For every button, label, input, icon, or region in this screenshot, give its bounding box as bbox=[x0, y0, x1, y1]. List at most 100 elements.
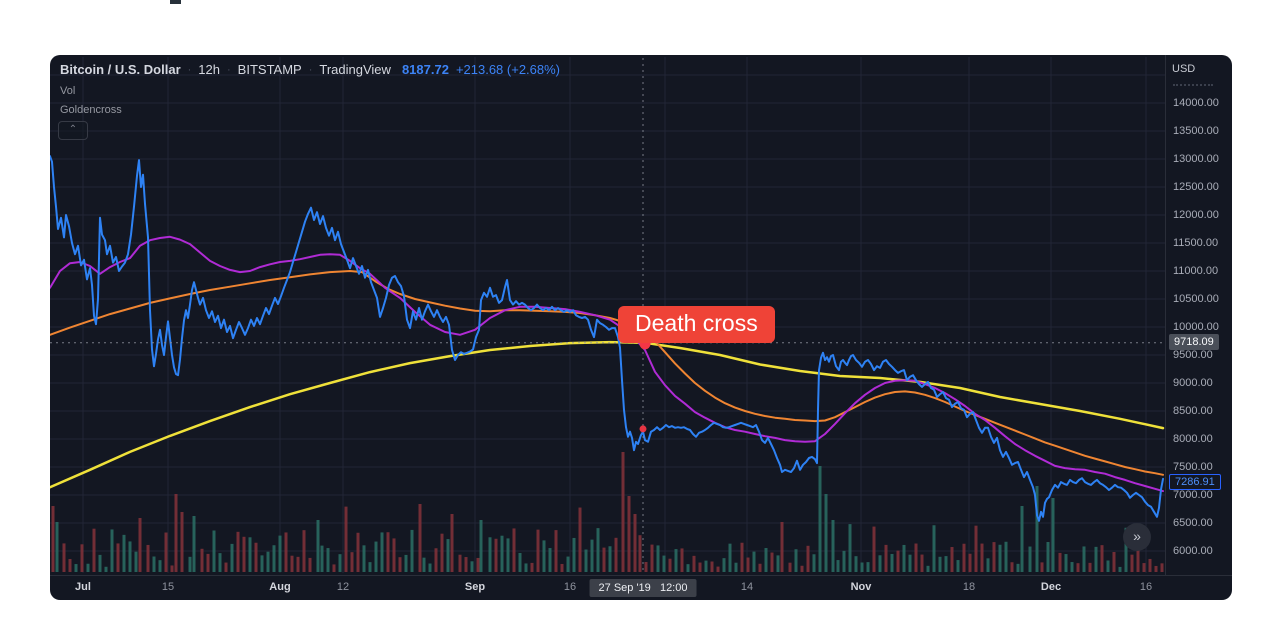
price-axis-label: 6500.00 bbox=[1173, 517, 1213, 529]
volume-bar-down bbox=[780, 522, 784, 572]
volume-bar-down bbox=[788, 562, 792, 572]
volume-bar-up bbox=[326, 548, 330, 572]
volume-bar-down bbox=[621, 452, 625, 572]
volume-bar-down bbox=[974, 525, 978, 572]
volume-bar-down bbox=[80, 544, 84, 572]
volume-bar-up bbox=[890, 553, 894, 572]
chart-plot-area[interactable] bbox=[50, 55, 1165, 575]
volume-bar-up bbox=[986, 558, 990, 572]
volume-bar-up bbox=[152, 556, 156, 572]
volume-bar-down bbox=[68, 559, 72, 572]
volume-bar-down bbox=[51, 506, 55, 572]
time-axis-label: 16 bbox=[1139, 581, 1153, 593]
volume-bar-up bbox=[410, 529, 414, 572]
volume-indicator-label[interactable]: Vol bbox=[60, 85, 76, 97]
tradingview-chart-widget[interactable]: Bitcoin / U.S. Dollar · 12h · BITSTAMP ·… bbox=[50, 55, 1232, 600]
volume-bar-down bbox=[710, 561, 714, 572]
volume-bar-down bbox=[344, 506, 348, 572]
death-cross-annotation[interactable]: Death cross bbox=[618, 306, 775, 343]
volume-bar-down bbox=[627, 496, 631, 572]
volume-bar-down bbox=[242, 536, 246, 572]
volume-bar-up bbox=[542, 540, 546, 572]
volume-bar-up bbox=[1051, 498, 1055, 572]
volume-bar-down bbox=[62, 543, 66, 572]
volume-bar-down bbox=[302, 530, 306, 572]
volume-bar-up bbox=[188, 556, 192, 572]
volume-bar-up bbox=[1035, 486, 1039, 572]
volume-bar-up bbox=[266, 551, 270, 572]
volume-bar-down bbox=[746, 557, 750, 572]
symbol-title[interactable]: Bitcoin / U.S. Dollar bbox=[60, 62, 181, 77]
volume-bar-up bbox=[848, 524, 852, 572]
volume-bar-up bbox=[776, 555, 780, 572]
price-axis-label: 10500.00 bbox=[1173, 293, 1219, 305]
price-axis-label: 13000.00 bbox=[1173, 153, 1219, 165]
volume-bar-down bbox=[356, 532, 360, 572]
last-price-tag: 7286.91 bbox=[1169, 473, 1221, 490]
volume-bar-down bbox=[440, 533, 444, 572]
volume-bar-up bbox=[272, 545, 276, 572]
volume-bar-down bbox=[284, 532, 288, 572]
volume-bar-down bbox=[392, 538, 396, 572]
volume-bar-down bbox=[896, 550, 900, 572]
time-axis-label: Sep bbox=[464, 581, 486, 593]
volume-bar-up bbox=[866, 562, 870, 572]
volume-bar-up bbox=[608, 546, 612, 572]
volume-bar-up bbox=[812, 554, 816, 572]
collapse-legend-button[interactable]: ⌃ bbox=[58, 121, 88, 140]
price-axis-label: 6000.00 bbox=[1173, 545, 1213, 557]
volume-bar-down bbox=[884, 544, 888, 572]
separator-dot: · bbox=[187, 63, 192, 76]
volume-bar-up bbox=[1020, 506, 1024, 572]
volume-bar-up bbox=[1028, 546, 1032, 572]
volume-bar-down bbox=[554, 530, 558, 572]
volume-bar-up bbox=[836, 560, 840, 572]
volume-bar-up bbox=[566, 556, 570, 572]
volume-bar-down bbox=[1160, 563, 1164, 572]
volume-bar-down bbox=[872, 526, 876, 572]
volume-bar-up bbox=[98, 554, 102, 572]
volume-bar-up bbox=[794, 549, 798, 572]
more-actions-button[interactable]: » bbox=[1123, 523, 1151, 551]
volume-bar-down bbox=[476, 557, 480, 572]
price-axis-label: 11000.00 bbox=[1173, 265, 1219, 277]
tradingview-brand-link[interactable]: TradingView bbox=[319, 62, 391, 77]
volume-bar-down bbox=[800, 565, 804, 572]
volume-bar-down bbox=[770, 552, 774, 572]
price-axis-currency-label: USD bbox=[1172, 63, 1196, 75]
volume-bar-down bbox=[1058, 552, 1062, 572]
volume-bar-down bbox=[308, 557, 312, 572]
volume-bar-up bbox=[662, 555, 666, 572]
time-axis[interactable]: 27 Sep '19 12:00 Jul 15 Aug 12 Sep 16 14 Nov 18 D… bbox=[50, 575, 1232, 600]
price-axis-label: 12000.00 bbox=[1173, 209, 1219, 221]
volume-bar-down bbox=[914, 543, 918, 572]
goldencross-indicator-label[interactable]: Goldencross bbox=[60, 104, 122, 116]
volume-bar-up bbox=[596, 528, 600, 572]
volume-bar-down bbox=[116, 543, 120, 572]
price-axis[interactable]: USD 9718.09 7286.91 14000.00 13500.00 1300… bbox=[1165, 55, 1232, 575]
volume-bar-down bbox=[950, 547, 954, 572]
volume-bar-up bbox=[470, 561, 474, 572]
volume-bar-down bbox=[920, 554, 924, 572]
interval-label[interactable]: 12h bbox=[198, 62, 220, 77]
volume-bar-up bbox=[764, 548, 768, 572]
volume-bar-down bbox=[614, 537, 618, 572]
volume-bar-down bbox=[1154, 565, 1158, 572]
volume-bar-down bbox=[224, 562, 228, 572]
volume-bar-down bbox=[716, 566, 720, 572]
volume-bar-up bbox=[1082, 546, 1086, 572]
volume-bar-up bbox=[998, 544, 1002, 572]
volume-bar-up bbox=[1064, 554, 1068, 572]
volume-bar-down bbox=[350, 552, 354, 572]
volume-bar-down bbox=[638, 535, 642, 572]
volume-bar-up bbox=[110, 529, 114, 572]
volume-bar-down bbox=[578, 507, 582, 572]
time-axis-label: 14 bbox=[740, 581, 754, 593]
volume-bar-up bbox=[212, 530, 216, 572]
price-axis-dotted-divider bbox=[1173, 84, 1213, 86]
volume-bar-down bbox=[434, 548, 438, 572]
price-axis-label: 8500.00 bbox=[1173, 405, 1213, 417]
crosshair-time-label: 27 Sep '19 12:00 bbox=[589, 579, 697, 597]
volume-bar-down bbox=[1142, 563, 1146, 572]
volume-bar-down bbox=[332, 564, 336, 572]
